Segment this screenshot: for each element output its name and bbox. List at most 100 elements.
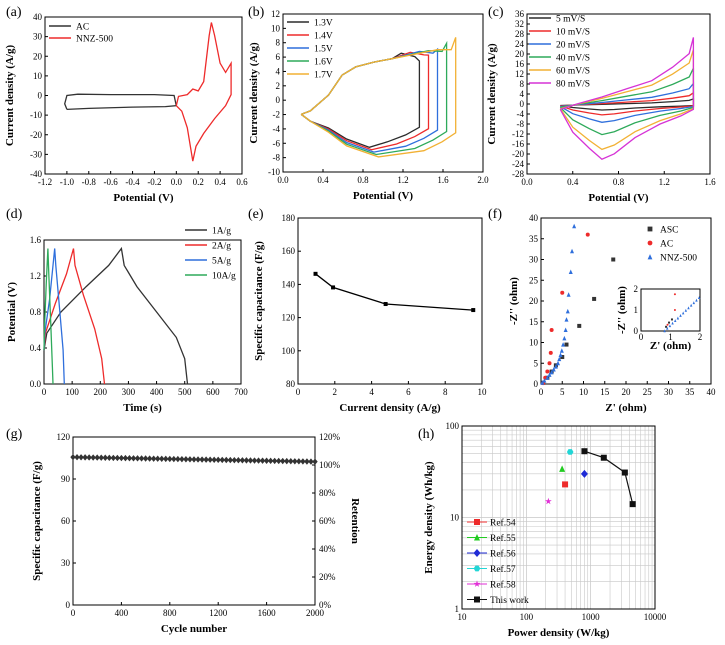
cycle-point — [276, 457, 282, 465]
inset-point-NNZ-500 — [676, 316, 680, 320]
inset-y-label: -Z'' (ohm) — [616, 286, 628, 334]
x-tick-label-a: 0.4 — [214, 177, 226, 187]
x-tick-label-e: 8 — [443, 387, 448, 397]
inset-point-ASC — [670, 318, 673, 321]
inset-point-NNZ-500 — [666, 326, 669, 330]
y-axis-label-b: Current density (A/g) — [248, 42, 260, 144]
x-axis-label-h: Power density (W/kg) — [508, 627, 610, 639]
nyquist-point-ASC — [560, 355, 565, 360]
cycle-point — [102, 454, 108, 461]
legend-label-c: 20 mV/S — [556, 41, 590, 51]
x-tick-label-a: 0.6 — [236, 177, 248, 187]
x-tick-label-f: 0 — [539, 387, 544, 397]
nyquist-point-NNZ-500 — [553, 364, 558, 369]
cycle-point — [312, 458, 318, 465]
panel-label-f: (f) — [488, 207, 502, 222]
nyquist-point-ASC — [577, 323, 582, 328]
ragone-line-This work — [584, 450, 634, 505]
cycle-point — [300, 458, 306, 465]
y-tick-label-c: 16 — [515, 59, 525, 69]
cycle-point — [296, 458, 302, 465]
cycle-point — [259, 457, 266, 464]
x-tick-label-g: 1200 — [209, 608, 228, 618]
nyquist-point-ASC — [592, 296, 597, 301]
y-tick-label-h: 10 — [450, 513, 460, 523]
cycle-point — [78, 454, 84, 461]
cycle-point — [219, 456, 225, 464]
y-tick-label-e: 100 — [282, 346, 296, 356]
x-tick-label-a: -1.0 — [60, 177, 75, 187]
legend-label-c: 40 mV/S — [556, 54, 590, 64]
x-tick-label-a: -1.2 — [38, 177, 52, 187]
legend-label-c: 10 mV/S — [556, 28, 590, 38]
ragone-point-This work — [600, 454, 607, 461]
y-tick-label-a: -30 — [30, 149, 42, 159]
ragone-point-This work — [621, 469, 628, 476]
y-axis-label-g: Specific capacitance (F/g) — [31, 461, 43, 581]
y-tick-label-c: -8 — [517, 119, 525, 129]
nyquist-point-NNZ-500 — [561, 342, 566, 347]
plot-frame-a — [44, 16, 243, 175]
legend-label-d: 5A/g — [212, 257, 231, 267]
legend-marker-h — [474, 596, 480, 603]
y-tick-label-f: 15 — [529, 317, 539, 327]
x-tick-label-h: 10000 — [644, 612, 667, 622]
cycle-point — [163, 455, 169, 463]
legend-label-d: 10A/g — [212, 272, 236, 282]
x-tick-label-h: 10 — [458, 612, 468, 622]
cycle-point — [239, 457, 246, 464]
x-tick-label-b: 2.0 — [477, 175, 489, 185]
x-tick-label-b: 1.2 — [397, 175, 408, 185]
y-tick-label-b: -10 — [268, 167, 280, 177]
cycle-point — [195, 456, 201, 463]
x-tick-label-a: -0.2 — [147, 177, 161, 187]
nyquist-point-NNZ-500 — [549, 369, 554, 375]
y-tick-label-c: -16 — [512, 139, 524, 149]
inset-point-NNZ-500 — [668, 324, 672, 328]
y2-axis-label-g: Retention — [349, 498, 361, 544]
x-tick-label-f: 20 — [622, 387, 632, 397]
legend-marker-h — [473, 565, 481, 572]
inset-x-tick-label: 1 — [668, 332, 673, 342]
y-tick-label-c: -24 — [512, 159, 524, 169]
y-tick-label-c: -4 — [517, 109, 525, 119]
nyquist-point-AC — [547, 361, 552, 366]
y-tick-label-d: 1.6 — [30, 235, 42, 245]
cycle-point — [90, 454, 96, 461]
y2-tick-label-g: 0% — [319, 600, 332, 610]
y-axis-label-h: Energy density (Wh/kg) — [423, 461, 435, 574]
cycle-point — [106, 454, 112, 462]
cycle-point — [292, 458, 298, 465]
cycle-point — [247, 457, 254, 464]
y-tick-label-g: 120 — [57, 432, 71, 442]
cycle-point — [255, 457, 262, 464]
ragone-point-Ref.57 — [566, 449, 574, 455]
panel-label-b: (b) — [248, 5, 265, 20]
legend-marker-h — [473, 580, 481, 587]
x-tick-label-f: 5 — [560, 387, 565, 397]
legend-marker-h — [474, 519, 480, 525]
inset-point-ASC — [665, 325, 668, 328]
legend-label-b: 1.6V — [314, 58, 333, 68]
y-axis-label-c: Current density (A/g) — [486, 43, 498, 145]
cv-curve-80 mV/S — [559, 37, 695, 160]
inset-point-NNZ-500 — [679, 313, 682, 317]
legend-label-b: 1.4V — [314, 32, 333, 42]
cycle-point — [187, 456, 193, 463]
cycle-point — [267, 457, 274, 465]
nyquist-point-AC — [545, 369, 550, 374]
panel-e: 0 2 4 6 8 10 80 100 120 140 160 180 (e) Current densi… — [248, 207, 487, 414]
capacitance-line — [315, 273, 474, 311]
nyquist-point-NNZ-500 — [545, 375, 550, 380]
x-tick-label-d: 200 — [94, 387, 108, 397]
y-tick-label-d: 0.0 — [30, 379, 42, 389]
cycle-point — [191, 456, 197, 463]
y-tick-label-b: 6 — [276, 52, 281, 62]
cycle-point — [215, 456, 221, 464]
y-tick-label-a: 0 — [38, 91, 43, 101]
ragone-point-This work — [629, 501, 636, 508]
plot-frame-h — [461, 425, 656, 610]
x-tick-label-g: 2000 — [306, 608, 325, 618]
y-tick-label-g: 0 — [66, 600, 71, 610]
y-tick-label-c: -20 — [512, 149, 524, 159]
